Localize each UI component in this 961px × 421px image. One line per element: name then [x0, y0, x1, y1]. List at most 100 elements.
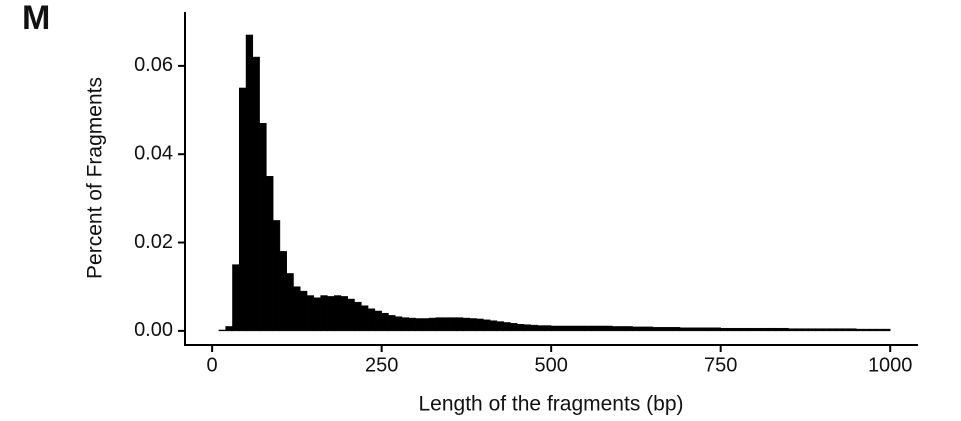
histogram-bar — [266, 176, 274, 332]
histogram-bar — [740, 327, 749, 332]
histogram-bar — [347, 298, 355, 332]
histogram-bar — [496, 321, 504, 332]
x-tick-label: 500 — [534, 354, 567, 376]
histogram-bar — [523, 324, 532, 332]
histogram-bar — [849, 328, 857, 332]
histogram-bar — [822, 328, 830, 332]
histogram-bar — [808, 328, 816, 332]
histogram-bar — [279, 251, 287, 332]
histogram-bar — [652, 327, 660, 332]
histogram-bar — [672, 327, 681, 332]
histogram-bar — [856, 328, 864, 332]
histogram-bar — [795, 328, 803, 332]
histogram-bar — [883, 328, 891, 332]
histogram-bar — [510, 323, 518, 332]
histogram-bar — [483, 319, 491, 332]
histogram-bar — [876, 328, 884, 332]
histogram-bar — [869, 328, 877, 332]
x-tick-label: 750 — [704, 354, 737, 376]
histogram-bar — [727, 327, 735, 332]
histogram-bar — [333, 295, 342, 332]
histogram-bar — [591, 325, 599, 332]
histogram-bar — [679, 327, 688, 332]
histogram-bar — [639, 326, 647, 332]
histogram-bar — [340, 296, 348, 332]
histogram-bar — [530, 324, 538, 332]
histogram-bar — [686, 327, 694, 332]
histogram-bar — [245, 34, 254, 332]
histogram-bar — [598, 325, 606, 332]
histogram-bar — [455, 317, 464, 332]
x-tick-label: 1000 — [868, 354, 913, 376]
y-axis-label: Percent of Fragments — [84, 77, 107, 279]
histogram-bar — [618, 326, 626, 332]
histogram-bar — [489, 320, 498, 332]
histogram-bar — [544, 325, 552, 332]
histogram-bar — [645, 326, 654, 332]
histogram-bar — [659, 327, 667, 332]
histogram-bar — [835, 328, 843, 332]
histogram-bar — [761, 327, 769, 332]
histogram-bar — [320, 295, 328, 332]
histogram-bar — [781, 327, 789, 332]
histogram-bar — [713, 327, 721, 332]
histogram-bar — [415, 318, 423, 332]
histogram-bar — [293, 286, 301, 332]
histogram-bar — [611, 326, 620, 332]
histogram-bar — [394, 316, 403, 332]
histogram-bar — [503, 322, 511, 332]
histogram-bar — [286, 273, 294, 332]
histogram-bar — [733, 327, 742, 332]
histogram-bar — [862, 328, 871, 332]
histogram-bar — [327, 296, 335, 332]
histogram-bar — [774, 327, 782, 332]
histogram-bar — [435, 317, 443, 332]
histogram-bar — [428, 317, 437, 332]
y-tick-label: 0.06 — [134, 54, 173, 76]
histogram-bar — [747, 327, 755, 332]
histogram-bar — [754, 327, 762, 332]
histogram-bar — [361, 305, 369, 332]
histogram-bar — [720, 327, 728, 332]
histogram-bar — [306, 295, 315, 332]
histogram-bar — [632, 326, 640, 332]
histogram-bar — [706, 327, 715, 332]
histogram-bar — [462, 317, 471, 332]
histogram-bar — [537, 325, 545, 332]
histogram-bar — [815, 328, 823, 332]
histogram-bar — [571, 325, 579, 332]
histogram-bar — [828, 328, 837, 332]
histogram-bar — [381, 312, 389, 332]
histogram-bar — [225, 326, 233, 332]
histogram-bar — [584, 325, 593, 332]
histogram-bar — [259, 123, 267, 332]
histogram-bar — [442, 317, 450, 332]
histogram-bar — [550, 325, 559, 332]
histogram-bar — [388, 315, 396, 332]
histogram-bar — [300, 290, 308, 332]
panel-label: M — [22, 0, 50, 37]
x-tick-label: 250 — [365, 354, 398, 376]
y-tick-label: 0.00 — [134, 319, 173, 341]
histogram-bar — [625, 326, 633, 332]
histogram-bar — [354, 301, 362, 332]
histogram-bar — [767, 327, 776, 332]
histogram-bar — [238, 87, 247, 332]
x-axis-label: Length of the fragments (bp) — [419, 393, 684, 416]
histogram-bar — [476, 318, 484, 332]
histogram-bar — [801, 328, 810, 332]
histogram-bar — [842, 328, 850, 332]
histogram-bar — [422, 318, 430, 332]
histogram-bar — [557, 325, 565, 332]
histogram-bar — [564, 325, 572, 332]
histogram-bar — [401, 317, 410, 332]
histogram-bar — [449, 317, 457, 332]
histogram-bar — [605, 325, 613, 332]
histogram-bar — [408, 317, 416, 332]
y-tick-label: 0.02 — [134, 231, 173, 253]
histogram-bar — [313, 297, 321, 332]
histogram-bar — [232, 264, 240, 332]
histogram-bar — [788, 328, 796, 332]
histogram-bar — [469, 318, 477, 332]
